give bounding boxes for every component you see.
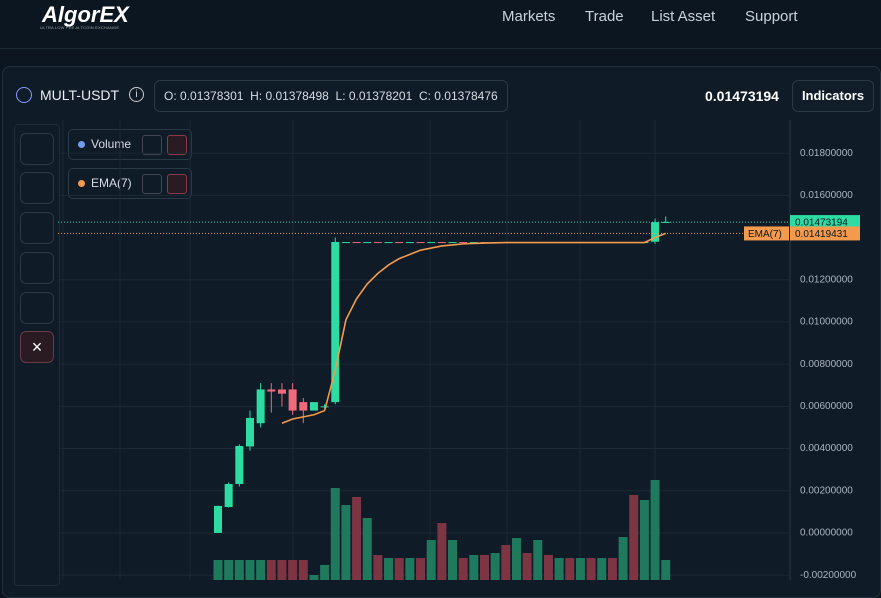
logo[interactable]: AlgorEX — [42, 2, 129, 27]
tool-fib[interactable] — [20, 252, 54, 284]
header: AlgorEX ULTRA LOW FEE ALTCOIN EXCHANGE M… — [0, 0, 881, 49]
ohlc-label: L: — [335, 89, 346, 103]
tool-text[interactable] — [20, 212, 54, 244]
remove-button[interactable] — [167, 174, 187, 194]
tool-brush[interactable] — [20, 292, 54, 324]
indicators-button[interactable]: Indicators — [792, 80, 874, 112]
ohlc-value: 0.01378301 — [180, 89, 244, 103]
legend-label: Volume — [91, 137, 132, 151]
ohlc-label: H: — [250, 89, 263, 103]
hide-button[interactable] — [142, 135, 162, 155]
nav-link[interactable]: List Asset — [651, 8, 716, 25]
coin-icon — [16, 87, 32, 103]
tool-clear[interactable]: × — [20, 331, 54, 363]
info-icon[interactable]: i — [129, 87, 144, 102]
nav-link[interactable]: Support — [745, 8, 798, 25]
tool-line[interactable] — [20, 172, 54, 204]
ohlc: O: 0.01378301 H: 0.01378498 L: 0.0137820… — [154, 80, 508, 112]
tool-ruler[interactable] — [20, 133, 54, 165]
legend-label: EMA(7) — [91, 176, 132, 190]
symbol[interactable]: MULT-USDT — [40, 87, 120, 103]
nav-link[interactable]: Markets — [502, 8, 556, 25]
hide-button[interactable] — [142, 174, 162, 194]
remove-button[interactable] — [167, 135, 187, 155]
last-price: 0.01473194 — [705, 88, 779, 104]
legend-ema: EMA(7) — [68, 168, 192, 199]
ohlc-label: O: — [164, 89, 177, 103]
nav-link[interactable]: Trade — [585, 8, 624, 25]
ohlc-value: 0.01378476 — [434, 89, 498, 103]
ohlc-value: 0.01378201 — [348, 89, 413, 103]
ohlc-label: C: — [418, 89, 431, 103]
ohlc-value: 0.01378498 — [265, 89, 329, 103]
legend-volume: Volume — [68, 129, 192, 160]
tagline: ULTRA LOW FEE ALTCOIN EXCHANGE — [40, 25, 120, 30]
